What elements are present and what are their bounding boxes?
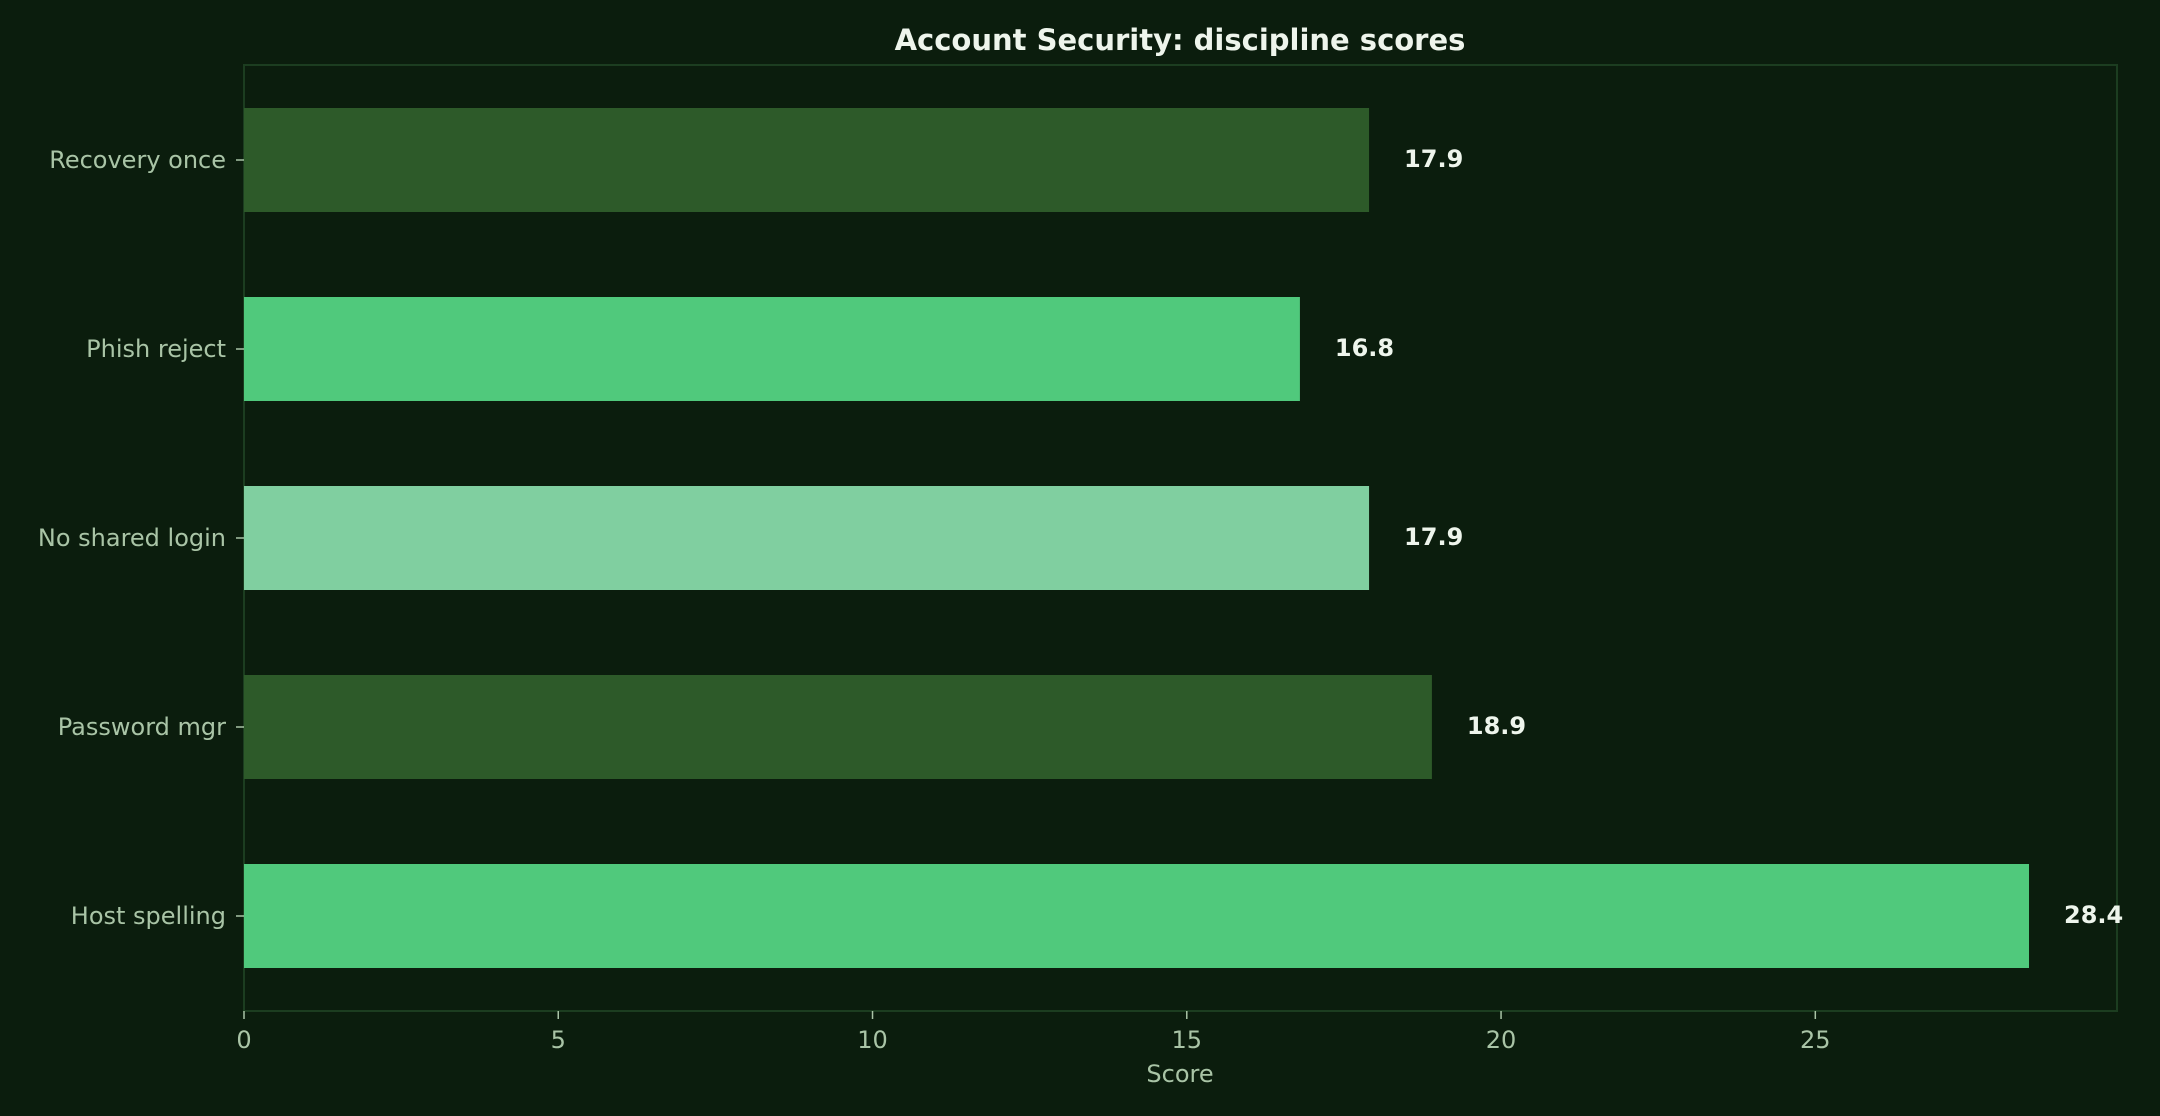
x-tick-label-3: 15 xyxy=(1172,1026,1203,1054)
value-label-3: 18.9 xyxy=(1467,712,1526,740)
value-label-0: 17.9 xyxy=(1404,145,1463,173)
x-axis-label: Score xyxy=(1146,1060,1213,1088)
value-label-4: 28.4 xyxy=(2064,901,2123,929)
x-tick-label-4: 20 xyxy=(1486,1026,1517,1054)
category-label-4: Host spelling xyxy=(71,902,226,930)
x-tick-label-0: 0 xyxy=(236,1026,251,1054)
x-axis-ticks-group: 0 5 10 15 20 25 xyxy=(236,1011,1831,1054)
x-tick-label-2: 10 xyxy=(857,1026,888,1054)
bar-4 xyxy=(244,864,2030,968)
category-label-3: Password mgr xyxy=(58,713,226,741)
category-label-0: Recovery once xyxy=(49,146,226,174)
value-labels-group: 17.9 16.8 17.9 18.9 28.4 xyxy=(1335,145,2123,929)
category-label-2: No shared login xyxy=(38,524,226,552)
chart-title: Account Security: discipline scores xyxy=(895,23,1466,57)
value-label-1: 16.8 xyxy=(1335,334,1394,362)
x-tick-label-1: 5 xyxy=(551,1026,566,1054)
bar-2 xyxy=(244,486,1370,590)
category-labels-group: Recovery once Phish reject No shared login… xyxy=(38,146,244,930)
bar-3 xyxy=(244,675,1432,779)
bar-0 xyxy=(244,108,1370,212)
category-label-1: Phish reject xyxy=(86,335,226,363)
x-tick-label-5: 25 xyxy=(1800,1026,1831,1054)
bar-1 xyxy=(244,297,1300,401)
bars-group xyxy=(244,108,2030,968)
value-label-2: 17.9 xyxy=(1404,523,1463,551)
